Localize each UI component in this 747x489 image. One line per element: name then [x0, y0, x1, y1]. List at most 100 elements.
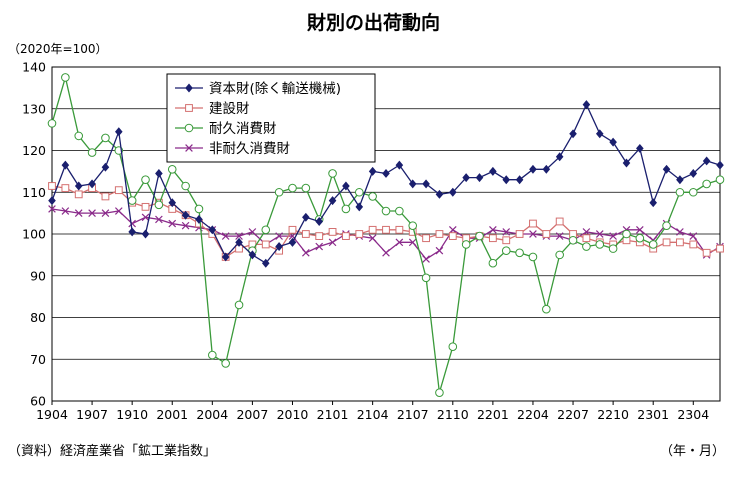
data-point	[568, 235, 578, 245]
data-point	[675, 187, 685, 197]
data-point	[355, 230, 364, 238]
data-point	[248, 250, 257, 260]
x-tick-label: 1904	[36, 407, 68, 422]
data-point	[114, 207, 123, 215]
data-point	[61, 73, 70, 82]
data-point	[155, 215, 163, 224]
data-point	[595, 129, 604, 139]
data-point	[88, 179, 96, 189]
data-point	[609, 137, 617, 147]
series-line	[51, 103, 721, 265]
x-tick-label: 2210	[597, 407, 629, 422]
data-point	[61, 207, 70, 215]
legend-label: 建設財	[209, 101, 250, 117]
data-point	[702, 156, 711, 166]
data-point	[87, 148, 97, 157]
x-tick-label: 1910	[116, 407, 148, 422]
data-point	[275, 242, 283, 251]
data-point	[48, 182, 56, 190]
data-point	[141, 175, 150, 185]
series-3	[47, 73, 725, 397]
data-point	[101, 162, 110, 172]
data-point	[381, 206, 391, 216]
data-point	[716, 244, 724, 253]
data-point	[167, 164, 177, 174]
series-1	[48, 100, 724, 268]
x-tick-label: 2107	[397, 407, 429, 422]
data-point	[515, 248, 524, 258]
data-point	[662, 238, 671, 247]
data-point	[688, 187, 698, 197]
y-tick-label: 110	[22, 185, 46, 200]
series-2	[48, 182, 724, 261]
data-point	[622, 158, 631, 168]
data-point	[141, 202, 150, 211]
data-point	[582, 234, 591, 243]
data-point	[542, 164, 551, 174]
data-point	[341, 204, 351, 214]
x-tick-label: 2004	[196, 407, 228, 422]
x-tick-label: 2207	[557, 407, 589, 422]
data-point	[194, 204, 204, 214]
legend-marker	[185, 83, 193, 93]
data-point	[475, 231, 484, 241]
data-point	[636, 226, 644, 234]
y-tick-label: 70	[30, 352, 46, 367]
data-point	[609, 232, 617, 240]
data-point	[195, 214, 203, 224]
data-point	[141, 229, 150, 239]
data-point	[716, 160, 724, 170]
data-point	[649, 198, 657, 208]
data-point	[168, 198, 177, 208]
data-point	[382, 248, 390, 257]
data-point	[221, 252, 230, 262]
data-point	[689, 232, 698, 240]
data-point	[555, 217, 564, 226]
data-point	[101, 209, 110, 217]
data-point	[502, 228, 511, 236]
data-point	[74, 131, 84, 141]
data-point	[488, 234, 497, 243]
data-point	[582, 100, 591, 110]
data-point	[368, 234, 377, 242]
data-point	[702, 248, 711, 257]
legend-label: 資本財(除く輸送機械)	[209, 81, 341, 97]
y-unit-label: （2020年=100）	[8, 42, 108, 56]
data-point	[181, 221, 190, 230]
data-point	[302, 248, 310, 257]
legend-item: 非耐久消費財	[175, 141, 290, 157]
data-point	[208, 225, 217, 235]
data-point	[88, 209, 96, 217]
data-point	[408, 221, 418, 230]
data-point	[328, 238, 337, 247]
legend-marker	[185, 104, 193, 112]
data-point	[595, 240, 605, 249]
data-point	[114, 186, 123, 195]
source-note: （資料）経済産業省「鉱工業指数」	[8, 444, 217, 459]
data-point	[542, 304, 551, 314]
data-point	[489, 166, 497, 176]
data-point	[676, 228, 684, 236]
y-tick-label: 120	[22, 143, 46, 158]
data-point	[395, 225, 404, 234]
data-point	[235, 237, 243, 247]
data-point	[382, 168, 390, 178]
y-tick-label: 60	[30, 394, 46, 409]
data-point	[101, 133, 110, 143]
data-point	[448, 232, 457, 240]
legend-item: 建設財	[175, 101, 250, 117]
data-point	[74, 181, 83, 191]
data-point	[127, 196, 137, 205]
data-point	[342, 232, 350, 240]
data-point	[168, 219, 177, 228]
x-unit-label: （年・月）	[659, 444, 725, 459]
data-point	[435, 246, 444, 255]
series-line	[51, 185, 721, 258]
x-tick-label: 2204	[517, 407, 549, 422]
data-point	[422, 179, 430, 189]
x-tick-label: 2110	[437, 407, 469, 422]
data-point	[261, 225, 271, 235]
series-line	[51, 74, 721, 393]
data-point	[274, 187, 284, 197]
legend-item: 資本財(除く輸送機械)	[175, 81, 341, 97]
